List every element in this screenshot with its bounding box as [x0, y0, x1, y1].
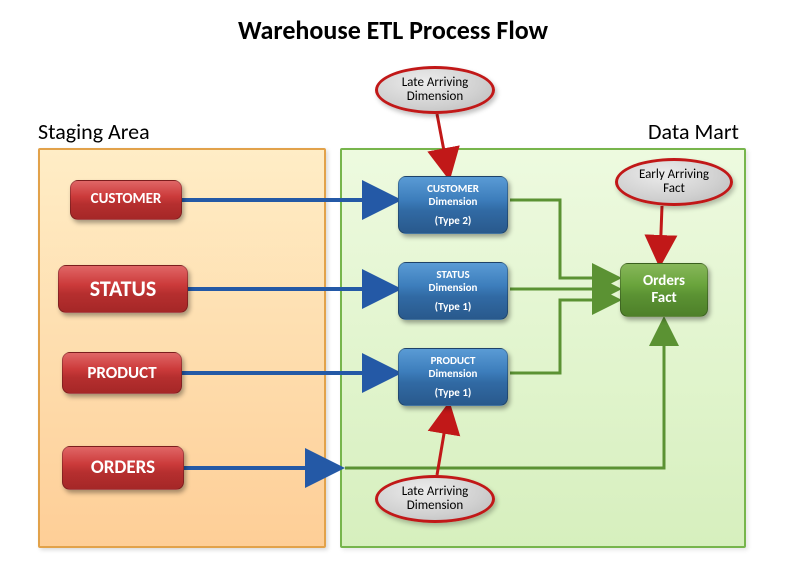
- node-line2: Dimension: [429, 282, 478, 295]
- dimension-node-product-dim: PRODUCTDimension (Type 1): [398, 348, 508, 406]
- node-line3: (Type 1): [435, 301, 472, 314]
- node-line1: PRODUCT: [431, 355, 476, 368]
- fact-node-orders-fact: OrdersFact: [620, 263, 708, 317]
- node-line2: Dimension: [429, 368, 478, 381]
- staging-area-label: Staging Area: [38, 118, 150, 145]
- node-label: PRODUCT: [87, 363, 156, 383]
- node-line3: (Type 1): [435, 387, 472, 400]
- callout-text: Late ArrivingDimension: [402, 485, 469, 514]
- node-line2: Dimension: [429, 196, 478, 209]
- callout-late-dim-top: Late ArrivingDimension: [375, 66, 495, 114]
- staging-node-status-src: STATUS: [58, 265, 188, 313]
- node-label: STATUS: [90, 276, 157, 301]
- node-label: ORDERS: [91, 457, 155, 479]
- callout-text: Early ArrivingFact: [639, 168, 709, 197]
- page-title: Warehouse ETL Process Flow: [0, 14, 786, 46]
- node-line1: Orders: [643, 273, 685, 290]
- dimension-node-customer-dim: CUSTOMERDimension (Type 2): [398, 176, 508, 234]
- datamart-area-label: Data Mart: [648, 118, 739, 145]
- node-label: CUSTOMER: [91, 191, 162, 208]
- diagram-canvas: Warehouse ETL Process Flow Staging Area …: [0, 0, 786, 578]
- callout-text: Late ArrivingDimension: [402, 76, 469, 105]
- staging-node-product-src: PRODUCT: [62, 352, 182, 394]
- node-line1: STATUS: [436, 269, 469, 282]
- staging-node-customer-src: CUSTOMER: [70, 180, 182, 220]
- callout-early-fact: Early ArrivingFact: [615, 158, 733, 206]
- node-line2: Fact: [651, 290, 676, 307]
- node-line1: CUSTOMER: [427, 183, 479, 196]
- dimension-node-status-dim: STATUSDimension (Type 1): [398, 262, 508, 320]
- staging-node-orders-src: ORDERS: [62, 446, 184, 490]
- node-line3: (Type 2): [435, 215, 472, 228]
- callout-late-dim-bottom: Late ArrivingDimension: [375, 475, 495, 523]
